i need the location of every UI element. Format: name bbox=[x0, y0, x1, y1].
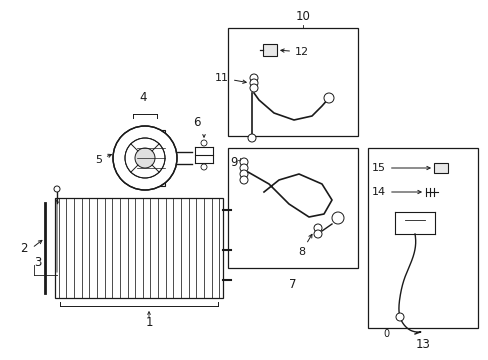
Circle shape bbox=[240, 164, 247, 172]
Text: 9: 9 bbox=[229, 156, 237, 169]
Text: 5: 5 bbox=[95, 154, 111, 165]
Bar bbox=[227, 28, 357, 136]
Text: 6: 6 bbox=[193, 116, 201, 129]
Circle shape bbox=[249, 79, 258, 87]
Text: 8: 8 bbox=[297, 234, 311, 257]
Bar bbox=[137, 130, 164, 186]
Circle shape bbox=[201, 164, 206, 170]
Text: 14: 14 bbox=[371, 187, 420, 197]
Bar bbox=[55, 198, 223, 298]
Circle shape bbox=[313, 230, 321, 238]
Text: 10: 10 bbox=[295, 10, 310, 23]
Text: 12: 12 bbox=[280, 47, 308, 57]
Bar bbox=[263, 44, 276, 56]
Circle shape bbox=[201, 140, 206, 146]
Text: 7: 7 bbox=[289, 278, 296, 291]
Bar bbox=[227, 148, 357, 268]
Circle shape bbox=[249, 74, 258, 82]
Circle shape bbox=[247, 134, 256, 142]
Text: 3: 3 bbox=[34, 256, 41, 269]
Circle shape bbox=[240, 176, 247, 184]
Circle shape bbox=[395, 313, 403, 321]
Bar bbox=[367, 148, 477, 328]
Bar bbox=[433, 163, 447, 173]
Circle shape bbox=[331, 212, 343, 224]
Circle shape bbox=[249, 84, 258, 92]
Circle shape bbox=[240, 158, 247, 166]
Circle shape bbox=[324, 93, 333, 103]
Circle shape bbox=[313, 224, 321, 232]
Circle shape bbox=[113, 126, 177, 190]
Text: 0: 0 bbox=[383, 329, 389, 339]
Text: 11: 11 bbox=[215, 73, 245, 84]
Circle shape bbox=[54, 186, 60, 192]
Text: 4: 4 bbox=[139, 91, 146, 104]
Circle shape bbox=[240, 170, 247, 178]
Text: 1: 1 bbox=[145, 316, 152, 329]
Text: 13: 13 bbox=[415, 338, 429, 351]
Text: 15: 15 bbox=[371, 163, 429, 173]
Text: 2: 2 bbox=[20, 242, 27, 255]
Circle shape bbox=[125, 138, 164, 178]
Circle shape bbox=[135, 148, 155, 168]
